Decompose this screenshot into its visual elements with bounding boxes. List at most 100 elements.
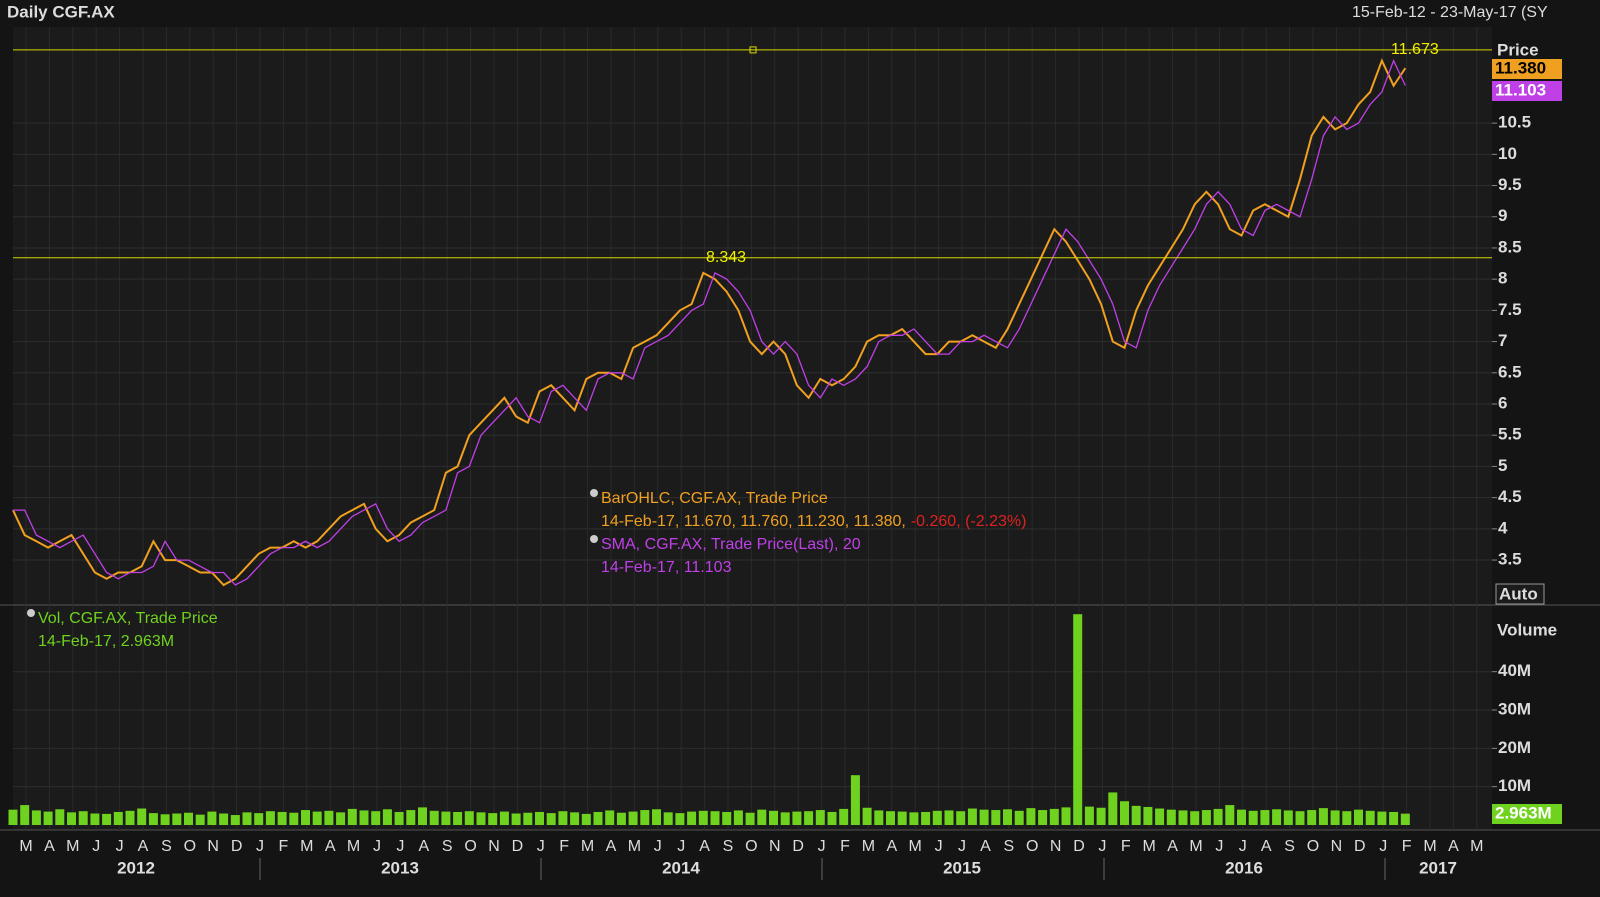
- x-tick-label: A: [418, 838, 429, 855]
- volume-bar: [324, 810, 334, 825]
- x-tick-label: A: [606, 838, 617, 855]
- volume-bar: [1178, 810, 1188, 825]
- last-value-label: 11.380: [1495, 58, 1546, 77]
- last-value-badge: [1492, 804, 1562, 824]
- legend-name: Vol, CGF.AX, Trade Price: [38, 610, 218, 627]
- x-tick-label: A: [699, 838, 710, 855]
- legend-detail: 14-Feb-17, 11.103: [601, 559, 732, 576]
- y-tick-label: 6.5: [1498, 362, 1522, 381]
- x-tick-label: F: [279, 838, 289, 855]
- volume-bar: [102, 813, 112, 825]
- y-tick-label: 7.5: [1498, 300, 1522, 319]
- axis-title: Volume: [1497, 620, 1557, 639]
- volume-bar: [1342, 811, 1352, 825]
- volume-bar: [148, 813, 158, 825]
- volume-bar: [640, 810, 650, 825]
- volume-bar: [406, 810, 416, 825]
- y-tick-label: 9: [1498, 206, 1507, 225]
- last-value-label: 11.103: [1495, 80, 1546, 99]
- scale-button: [1495, 583, 1545, 605]
- x-tick-label: S: [1284, 838, 1295, 855]
- x-tick-label: M: [19, 838, 32, 855]
- volume-bar: [733, 810, 743, 825]
- x-tick-label: A: [1261, 838, 1272, 855]
- y-tick-label: 9.5: [1498, 175, 1522, 194]
- x-tick-label: M: [581, 838, 594, 855]
- y-tick-label: 8: [1498, 269, 1507, 288]
- x-tick-label: N: [207, 838, 219, 855]
- x-tick-label: A: [980, 838, 991, 855]
- volume-bar: [78, 811, 88, 825]
- x-tick-label: A: [886, 838, 897, 855]
- y-tick-label: 20M: [1498, 738, 1531, 757]
- x-tick-label: J: [818, 838, 826, 855]
- x-tick-label: J: [92, 838, 100, 855]
- x-tick-label: J: [935, 838, 943, 855]
- x-tick-label: M: [347, 838, 360, 855]
- scale-label: Auto: [1499, 584, 1538, 603]
- x-tick-label: J: [396, 838, 404, 855]
- volume-bar: [874, 810, 884, 825]
- volume-bar: [265, 811, 275, 825]
- volume-bar: [1014, 810, 1024, 825]
- y-tick-label: 40M: [1498, 661, 1531, 680]
- volume-bar: [1108, 792, 1118, 825]
- level-label: 11.673: [1391, 41, 1439, 58]
- volume-bar: [616, 812, 626, 825]
- year-label: 2016: [1225, 858, 1263, 877]
- volume-bar: [769, 810, 778, 825]
- x-tick-label: F: [1402, 838, 1412, 855]
- volume-bar: [184, 812, 193, 825]
- volume-bar: [1073, 614, 1083, 825]
- y-tick-label: 4: [1498, 518, 1508, 537]
- volume-bar: [1201, 810, 1211, 825]
- last-value-badge: [1492, 59, 1562, 79]
- volume-bar: [20, 805, 30, 825]
- volume-bar: [570, 812, 580, 825]
- sma-line: [13, 59, 1406, 586]
- x-tick-label: N: [1331, 838, 1343, 855]
- volume-bar: [1354, 809, 1363, 825]
- x-tick-label: A: [44, 838, 55, 855]
- volume-bar: [67, 812, 76, 825]
- volume-bar: [499, 811, 509, 825]
- year-label: 2013: [381, 858, 419, 877]
- volume-bar: [652, 809, 661, 825]
- x-tick-label: J: [256, 838, 264, 855]
- x-tick-label: A: [1167, 838, 1178, 855]
- volume-bar: [1248, 810, 1258, 825]
- volume-bar: [991, 810, 1001, 825]
- legend-change: -0.260, (-2.23%): [911, 513, 1027, 530]
- x-tick-label: M: [1189, 838, 1202, 855]
- volume-bar: [394, 811, 404, 825]
- x-tick-label: A: [325, 838, 336, 855]
- x-tick-label: M: [909, 838, 922, 855]
- chart-title: Daily CGF.AX: [7, 2, 115, 21]
- volume-bar: [862, 807, 872, 825]
- volume-bar: [1307, 810, 1317, 825]
- x-tick-label: J: [1379, 838, 1387, 855]
- x-tick-label: N: [769, 838, 781, 855]
- x-tick-label: J: [1098, 838, 1106, 855]
- y-tick-label: 30M: [1498, 700, 1531, 719]
- volume-bar: [850, 775, 860, 825]
- volume-bar: [429, 810, 439, 825]
- y-tick-label: 3.5: [1498, 550, 1522, 569]
- y-tick-label: 10: [1498, 144, 1517, 163]
- volume-bar: [31, 810, 41, 825]
- y-tick-label: 4.5: [1498, 487, 1522, 506]
- x-tick-label: J: [654, 838, 662, 855]
- x-tick-label: O: [184, 838, 196, 855]
- volume-bar: [1237, 809, 1246, 825]
- year-label: 2014: [662, 858, 700, 877]
- legend-icon: [590, 489, 598, 497]
- legend-name: BarOHLC, CGF.AX, Trade Price: [601, 490, 828, 507]
- volume-bar: [932, 810, 942, 825]
- x-tick-label: F: [840, 838, 850, 855]
- x-tick-label: J: [537, 838, 545, 855]
- volume-bar: [441, 811, 451, 825]
- y-tick-label: 6: [1498, 393, 1507, 412]
- level-label: 8.343: [706, 249, 746, 266]
- x-tick-label: J: [1215, 838, 1223, 855]
